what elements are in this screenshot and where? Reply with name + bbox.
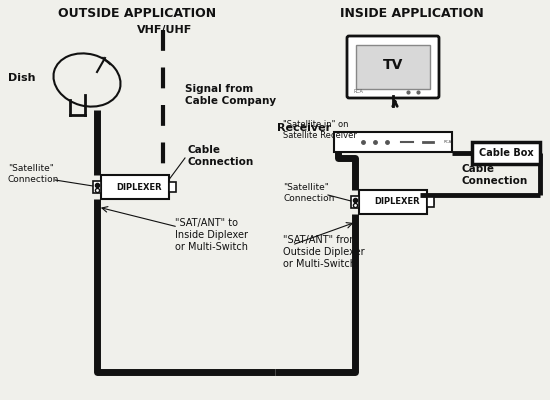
FancyBboxPatch shape — [356, 45, 430, 89]
Text: VHF/UHF: VHF/UHF — [138, 25, 192, 35]
Text: Cable
Connection: Cable Connection — [188, 145, 254, 167]
FancyBboxPatch shape — [93, 181, 101, 193]
FancyBboxPatch shape — [101, 175, 169, 199]
Text: "Satellite"
Connection: "Satellite" Connection — [8, 164, 59, 184]
FancyBboxPatch shape — [351, 196, 359, 208]
FancyBboxPatch shape — [347, 36, 439, 98]
FancyBboxPatch shape — [359, 190, 427, 214]
Text: OUTSIDE APPLICATION: OUTSIDE APPLICATION — [58, 7, 216, 20]
Text: Receiver: Receiver — [277, 123, 331, 133]
Text: Cable Box: Cable Box — [478, 148, 534, 158]
FancyBboxPatch shape — [334, 132, 452, 152]
Text: Cable
Connection: Cable Connection — [462, 164, 528, 186]
Text: "SAT/ANT" from
Outside Diplexer
or Multi-Switch: "SAT/ANT" from Outside Diplexer or Multi… — [283, 235, 365, 269]
Text: DIPLEXER: DIPLEXER — [116, 182, 162, 192]
Text: "Satellite in" on
Satellite Receiver: "Satellite in" on Satellite Receiver — [283, 120, 357, 140]
Text: Dish: Dish — [8, 73, 36, 83]
FancyBboxPatch shape — [472, 142, 540, 164]
FancyBboxPatch shape — [169, 182, 176, 192]
Text: RCA: RCA — [353, 89, 363, 94]
Text: "SAT/ANT" to
Inside Diplexer
or Multi-Switch: "SAT/ANT" to Inside Diplexer or Multi-Sw… — [175, 218, 248, 252]
Text: RCA: RCA — [444, 140, 452, 144]
Text: Signal from
Cable Company: Signal from Cable Company — [185, 84, 276, 106]
Text: TV: TV — [383, 58, 403, 72]
FancyBboxPatch shape — [427, 197, 434, 207]
Text: "Satellite"
Connection: "Satellite" Connection — [283, 183, 334, 203]
Text: DIPLEXER: DIPLEXER — [374, 198, 420, 206]
Text: INSIDE APPLICATION: INSIDE APPLICATION — [340, 7, 484, 20]
